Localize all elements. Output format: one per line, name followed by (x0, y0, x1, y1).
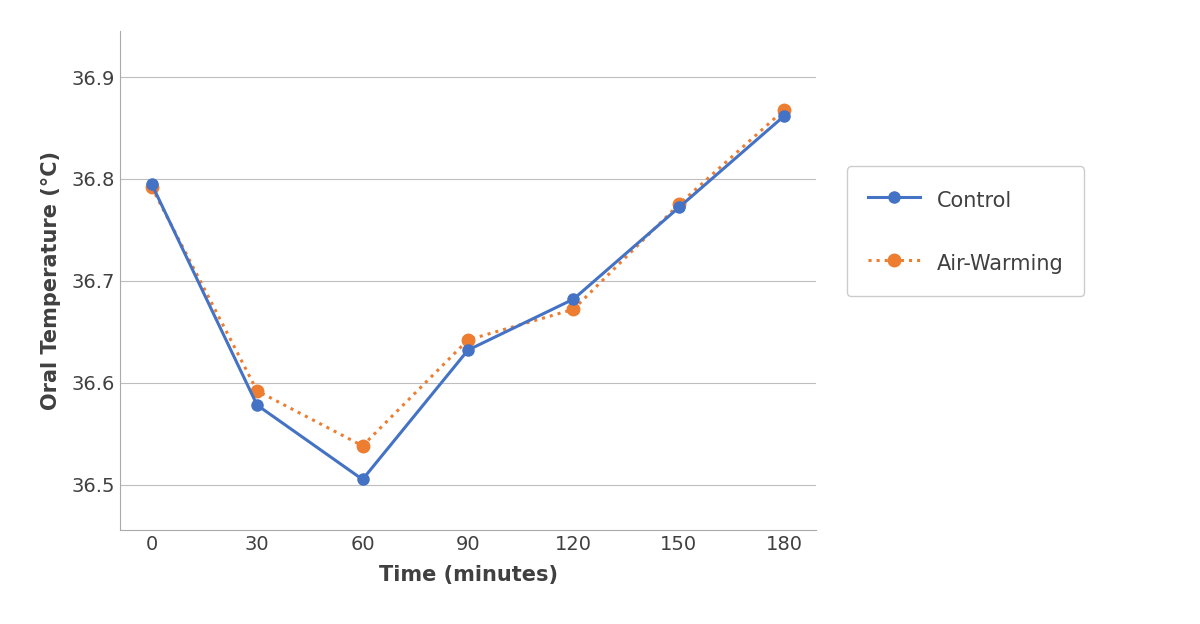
Legend: Control, Air-Warming: Control, Air-Warming (847, 167, 1085, 296)
X-axis label: Time (minutes): Time (minutes) (378, 565, 558, 585)
Y-axis label: Oral Temperature (°C): Oral Temperature (°C) (41, 151, 60, 411)
